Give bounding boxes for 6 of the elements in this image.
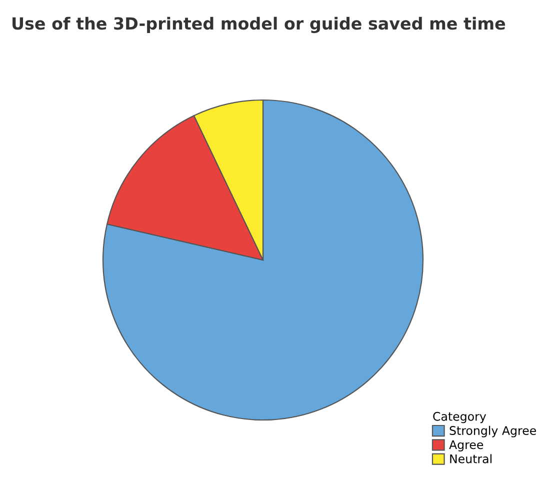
chart-title: Use of the 3D-printed model or guide saved me time <box>12 16 506 34</box>
legend-title: Category <box>433 412 486 424</box>
legend-label: Neutral <box>450 454 492 464</box>
pie-slice <box>102 99 424 421</box>
legend-label: Strongly Agree <box>450 426 536 438</box>
legend-label: Agree <box>449 440 484 452</box>
